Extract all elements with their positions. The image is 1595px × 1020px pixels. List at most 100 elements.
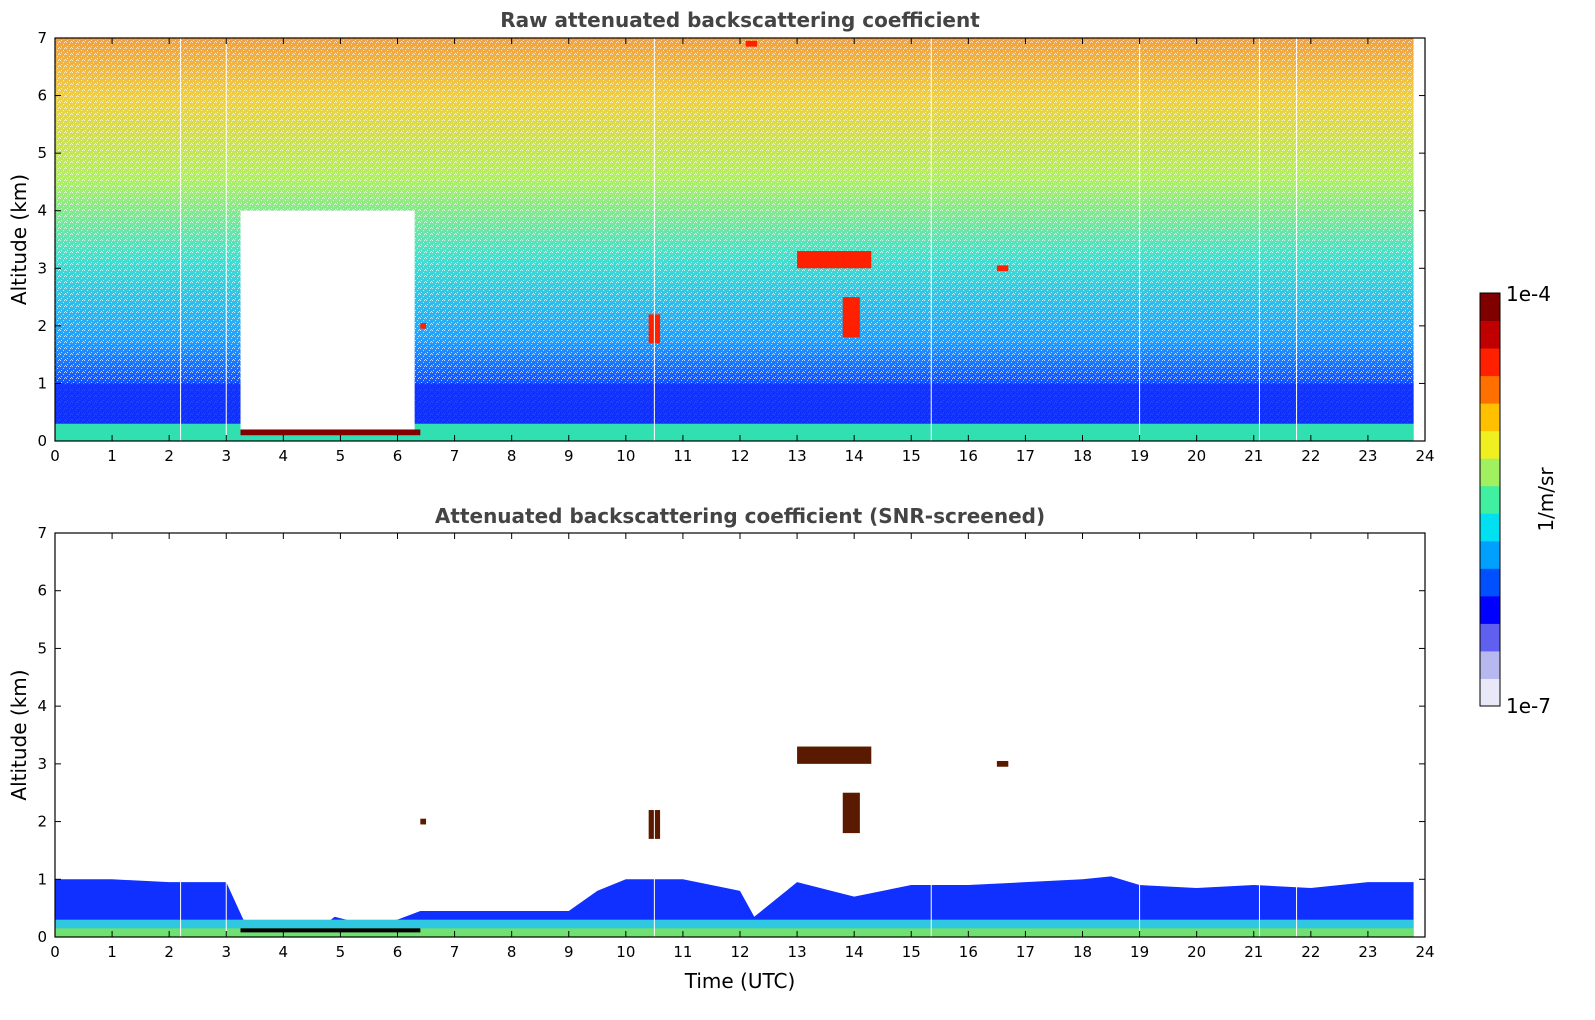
surface-band-bottom bbox=[55, 928, 1414, 937]
y-tick-label: 6 bbox=[37, 582, 47, 600]
x-tick-label: 15 bbox=[902, 447, 921, 465]
y-axis-ticks: 0 1 2 3 4 5 6 7 bbox=[37, 29, 1425, 450]
colorbar-unit-label: 1/m/sr bbox=[1534, 467, 1558, 532]
aerosol-feature bbox=[797, 746, 872, 764]
aerosol-feature bbox=[420, 322, 427, 329]
x-axis-label: Time (UTC) bbox=[684, 969, 796, 993]
y-tick-label: 1 bbox=[37, 374, 47, 392]
heatmap-features bbox=[180, 38, 1298, 441]
aerosol-feature bbox=[996, 265, 1009, 272]
x-tick-label: 9 bbox=[564, 447, 574, 465]
x-tick-label: 22 bbox=[1301, 943, 1320, 961]
colorbar-band bbox=[1480, 403, 1500, 432]
colorbar-band bbox=[1480, 513, 1500, 542]
x-tick-label: 10 bbox=[616, 943, 635, 961]
y-axis-ticks: 0 1 2 3 4 5 6 7 bbox=[37, 524, 1425, 946]
x-tick-label: 8 bbox=[507, 943, 517, 961]
x-tick-label: 23 bbox=[1358, 447, 1377, 465]
y-axis-label: Altitude (km) bbox=[7, 669, 31, 800]
y-tick-label: 0 bbox=[37, 928, 47, 946]
y-tick-label: 3 bbox=[37, 755, 47, 773]
plot-frame bbox=[54, 532, 1426, 938]
colorbar-min-label: 1e-7 bbox=[1506, 694, 1551, 718]
x-tick-label: 18 bbox=[1073, 447, 1092, 465]
y-tick-label: 5 bbox=[37, 639, 47, 657]
x-tick-label: 0 bbox=[50, 943, 60, 961]
x-tick-label: 15 bbox=[902, 943, 921, 961]
colorbar-band bbox=[1480, 293, 1500, 322]
colorbar: 1e-4 1e-7 1/m/sr bbox=[1479, 282, 1558, 718]
y-tick-label: 6 bbox=[37, 87, 47, 105]
x-tick-label: 21 bbox=[1244, 447, 1263, 465]
y-tick-label: 0 bbox=[37, 432, 47, 450]
x-tick-label: 6 bbox=[393, 943, 403, 961]
y-tick-label: 7 bbox=[37, 29, 47, 47]
x-tick-label: 22 bbox=[1301, 447, 1320, 465]
x-tick-label: 11 bbox=[673, 943, 692, 961]
x-tick-label: 17 bbox=[1016, 447, 1035, 465]
x-tick-label: 16 bbox=[959, 447, 978, 465]
x-tick-label: 7 bbox=[450, 943, 460, 961]
y-tick-label: 2 bbox=[37, 813, 47, 831]
x-tick-label: 14 bbox=[845, 447, 864, 465]
x-tick-label: 1 bbox=[107, 447, 117, 465]
x-tick-label: 3 bbox=[221, 447, 231, 465]
x-tick-label: 1 bbox=[107, 943, 117, 961]
colorbar-band bbox=[1480, 458, 1500, 487]
x-tick-label: 2 bbox=[164, 943, 174, 961]
colorbar-band bbox=[1480, 678, 1500, 707]
x-tick-label: 11 bbox=[673, 447, 692, 465]
y-tick-label: 3 bbox=[37, 259, 47, 277]
colorbar-band bbox=[1480, 375, 1500, 404]
y-axis-label: Altitude (km) bbox=[7, 174, 31, 305]
x-tick-label: 13 bbox=[788, 447, 807, 465]
colorbar-band bbox=[1480, 650, 1500, 679]
heatmap-features bbox=[180, 533, 1298, 937]
colorbar-frame bbox=[1479, 292, 1501, 707]
aerosol-feature bbox=[842, 792, 860, 834]
x-tick-label: 13 bbox=[788, 943, 807, 961]
y-tick-label: 5 bbox=[37, 144, 47, 162]
aerosol-feature bbox=[996, 760, 1009, 767]
aerosol-feature bbox=[240, 928, 421, 933]
aerosol-feature bbox=[420, 818, 427, 825]
colorbar-band bbox=[1480, 623, 1500, 652]
colorbar-band bbox=[1480, 540, 1500, 569]
heatmap-area bbox=[55, 876, 1414, 937]
x-tick-label: 17 bbox=[1016, 943, 1035, 961]
aerosol-feature bbox=[745, 40, 758, 47]
x-tick-label: 5 bbox=[336, 943, 346, 961]
x-axis-ticks: 0 1 2 3 4 5 6 7 8 9 10 11 12 13 14 15 16 17 18 19 20 21 22 23 24 bbox=[50, 38, 1435, 465]
x-axis-ticks: 0 1 2 3 4 5 6 7 8 9 10 11 12 13 14 15 16 17 18 19 20 21 22 23 24 bbox=[50, 533, 1435, 961]
y-tick-label: 4 bbox=[37, 697, 47, 715]
y-tick-label: 4 bbox=[37, 202, 47, 220]
x-tick-label: 9 bbox=[564, 943, 574, 961]
x-tick-label: 10 bbox=[616, 447, 635, 465]
aerosol-feature bbox=[240, 429, 421, 436]
x-tick-label: 24 bbox=[1415, 447, 1434, 465]
x-tick-label: 5 bbox=[336, 447, 346, 465]
x-tick-label: 12 bbox=[730, 447, 749, 465]
y-tick-label: 7 bbox=[37, 524, 47, 542]
x-tick-label: 19 bbox=[1130, 943, 1149, 961]
colorbar-band bbox=[1480, 348, 1500, 377]
x-tick-label: 12 bbox=[730, 943, 749, 961]
x-tick-label: 2 bbox=[164, 447, 174, 465]
colorbar-band bbox=[1480, 568, 1500, 597]
x-tick-label: 20 bbox=[1187, 447, 1206, 465]
aerosol-feature bbox=[842, 297, 860, 338]
panel-title: Raw attenuated backscattering coefficien… bbox=[500, 8, 980, 32]
colorbar-max-label: 1e-4 bbox=[1506, 282, 1551, 306]
colorbar-band bbox=[1480, 430, 1500, 459]
x-tick-label: 3 bbox=[221, 943, 231, 961]
colorbar-band bbox=[1480, 485, 1500, 514]
colorbar-band bbox=[1480, 320, 1500, 349]
snr-screened-panel: Attenuated backscattering coefficient (S… bbox=[7, 504, 1435, 993]
x-tick-label: 4 bbox=[279, 447, 289, 465]
x-tick-label: 19 bbox=[1130, 447, 1149, 465]
panel-title: Attenuated backscattering coefficient (S… bbox=[435, 504, 1045, 528]
x-tick-label: 8 bbox=[507, 447, 517, 465]
data-gap bbox=[240, 210, 415, 430]
x-tick-label: 7 bbox=[450, 447, 460, 465]
